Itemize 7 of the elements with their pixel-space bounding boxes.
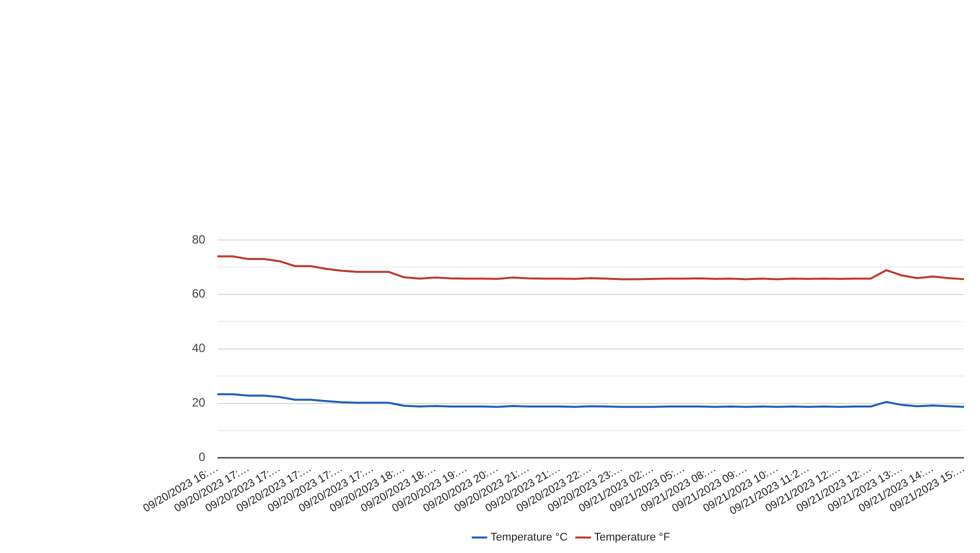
y-tick-label: 80 [192, 232, 206, 246]
legend-label: Temperature °F [594, 532, 670, 544]
y-tick-label: 40 [192, 341, 206, 356]
y-tick-label: 20 [192, 396, 206, 410]
y-tick-label: 0 [198, 450, 206, 464]
y-tick-label: 60 [192, 286, 206, 301]
legend-label: Temperature °C [490, 532, 568, 544]
